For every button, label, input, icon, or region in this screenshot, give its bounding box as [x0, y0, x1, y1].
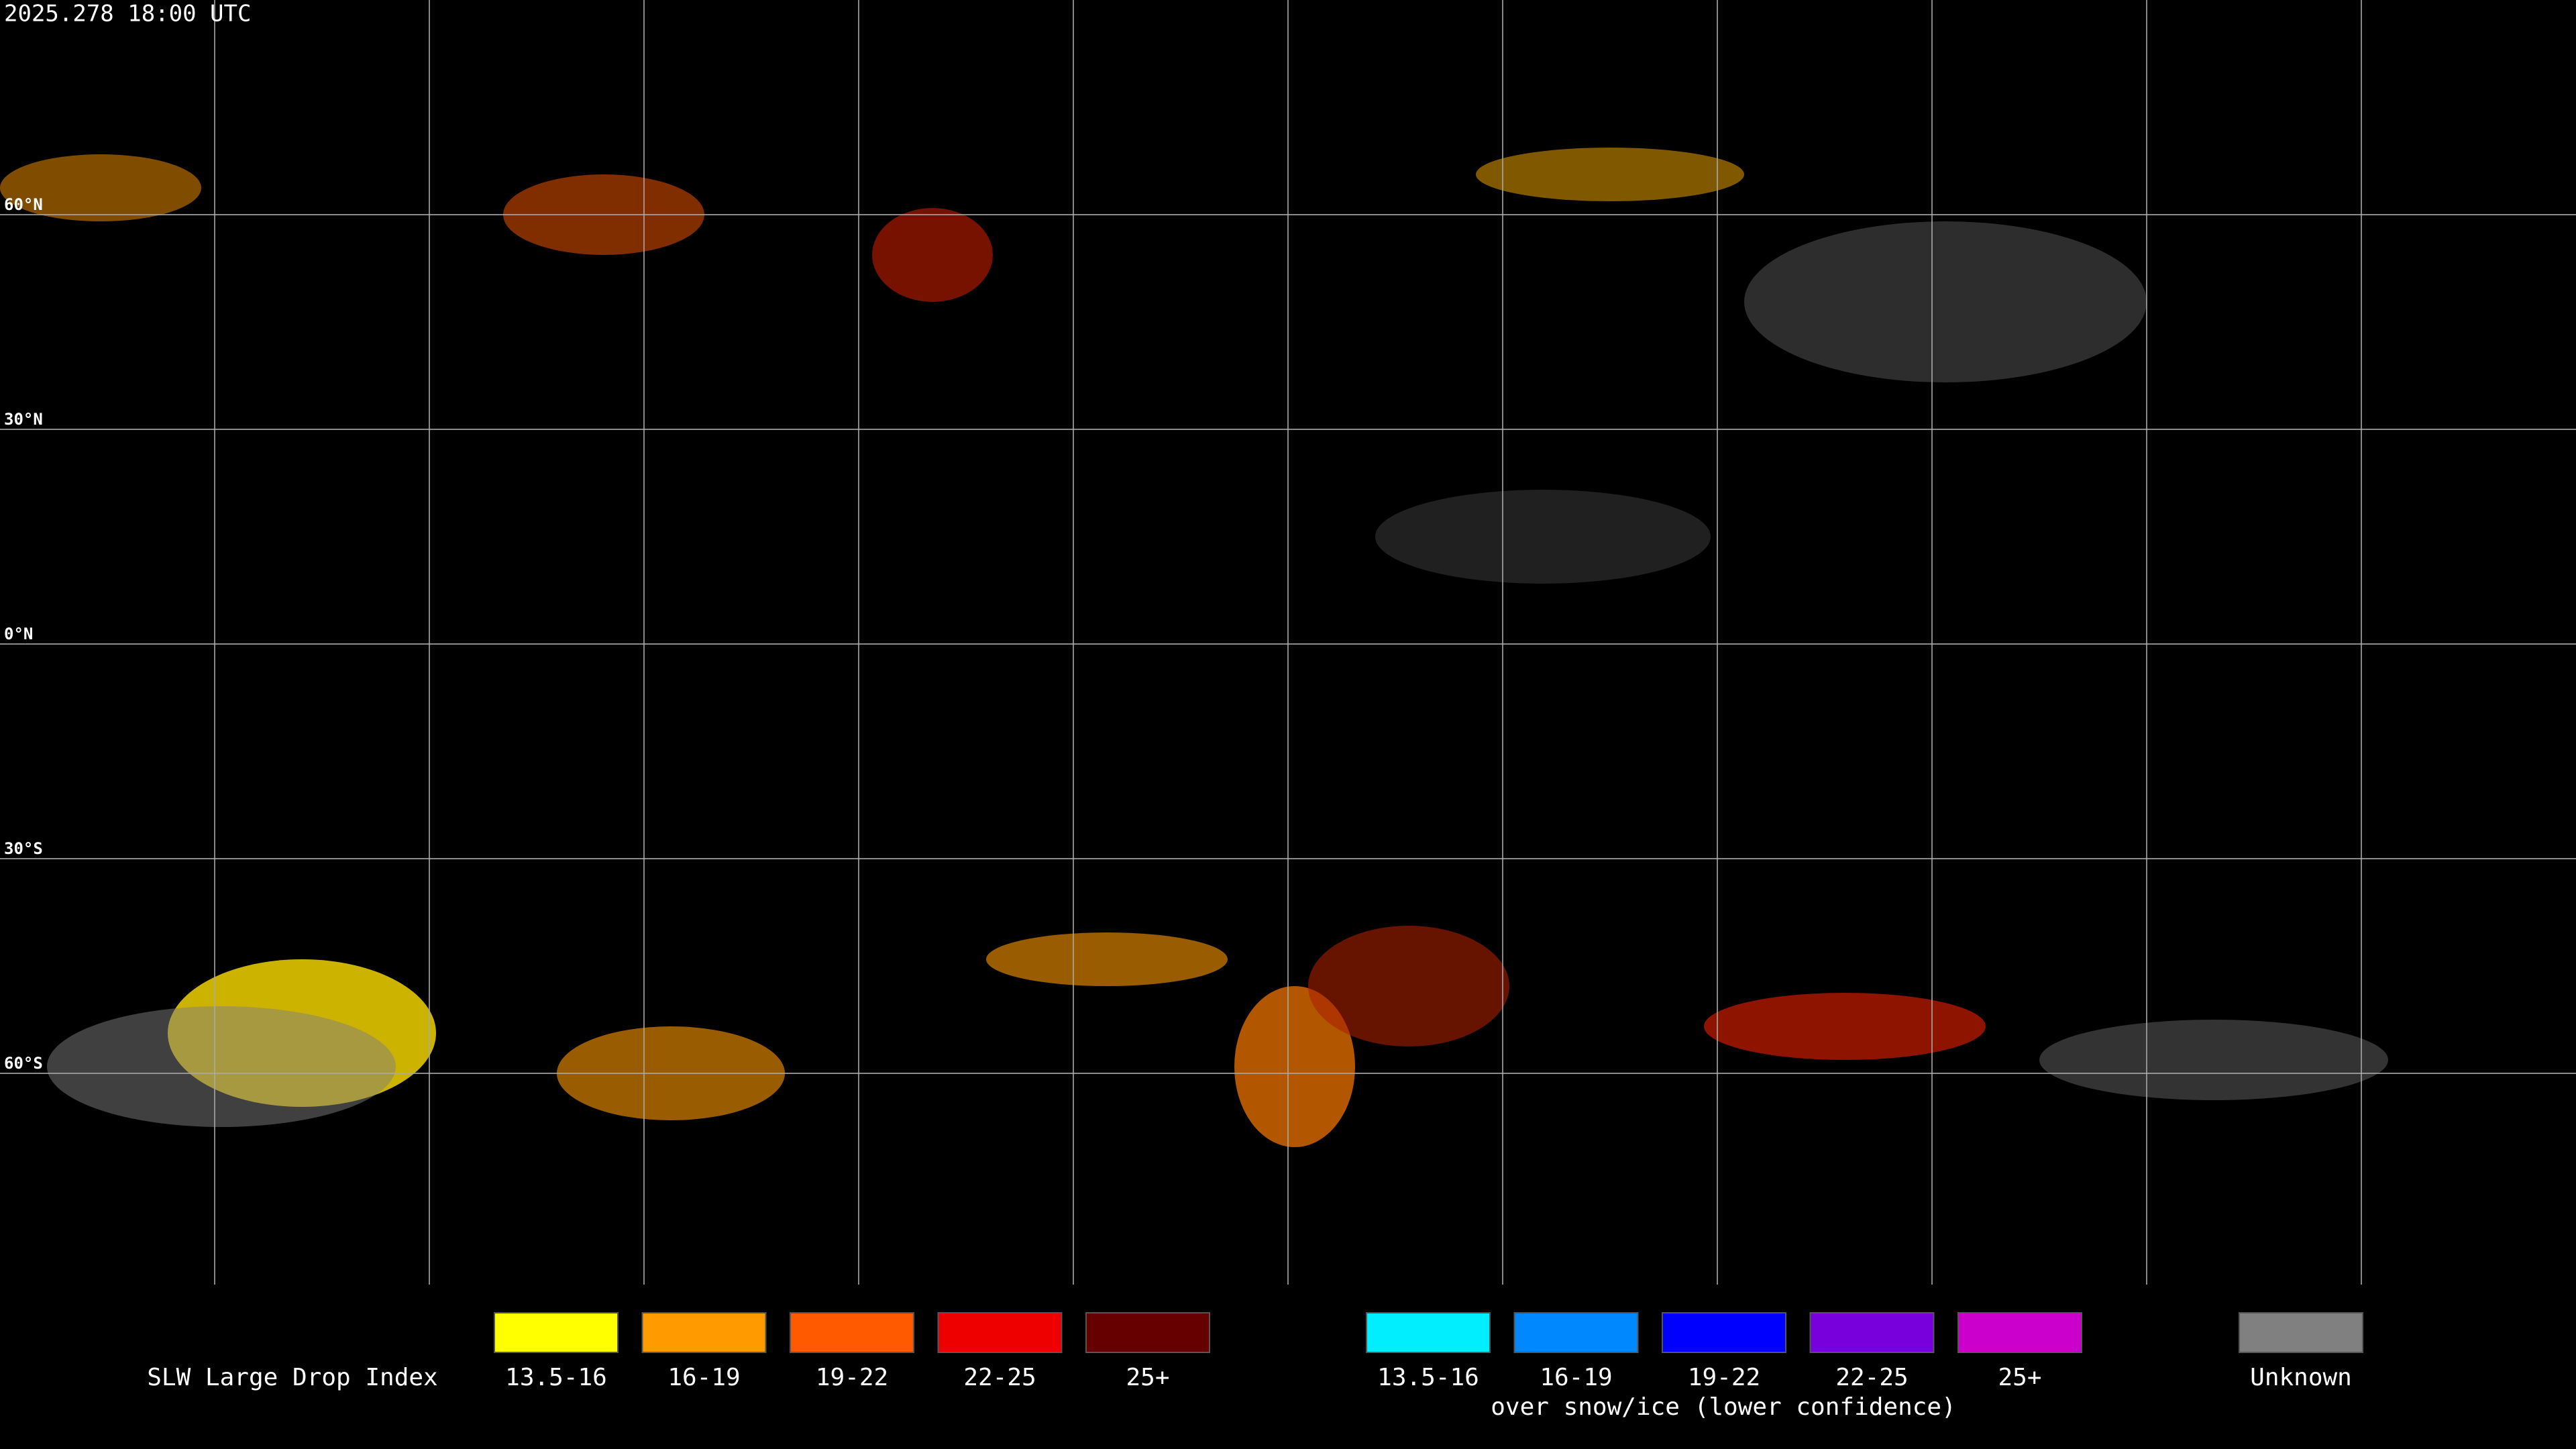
- cloud: [1476, 148, 1744, 201]
- legend-label: 19-22: [816, 1364, 888, 1391]
- cloud-field: [0, 148, 2388, 1147]
- legend-swatch: [1366, 1312, 1491, 1353]
- legend-label: 25+: [1998, 1364, 2041, 1391]
- legend-label: 16-19: [667, 1364, 740, 1391]
- legend-swatch: [790, 1312, 914, 1353]
- cloud: [2039, 1020, 2388, 1100]
- legend-label: 13.5-16: [1377, 1364, 1479, 1391]
- legend-swatch: [1662, 1312, 1786, 1353]
- legend-swatch: [1085, 1312, 1210, 1353]
- legend: 13.5-16 16-19 19-22 22-25 25+ 13.5-16 16-19 19-…: [494, 1312, 2363, 1391]
- cloud: [47, 1006, 396, 1127]
- cloud: [1234, 986, 1355, 1147]
- legend-label: 25+: [1126, 1364, 1169, 1391]
- cloud: [1704, 993, 1986, 1060]
- timestamp: 2025.278 18:00 UTC: [4, 1, 251, 28]
- legend-title: SLW Large Drop Index: [147, 1364, 437, 1391]
- legend-label: 19-22: [1688, 1364, 1760, 1391]
- legend-label: 16-19: [1540, 1364, 1612, 1391]
- legend-panel: [0, 1288, 2576, 1449]
- legend-swatch: [1957, 1312, 2082, 1353]
- graticule: 60°N 30°N 0°N 30°S 60°S: [0, 0, 2576, 1285]
- legend-swatch: [494, 1312, 619, 1353]
- legend-swatch: [1513, 1312, 1639, 1353]
- legend-note: over snow/ice (lower confidence): [1491, 1393, 1956, 1421]
- legend-swatch: [1809, 1312, 1935, 1353]
- cloud: [1744, 221, 2147, 382]
- cloud: [872, 208, 993, 302]
- legend-swatch: [2239, 1312, 2363, 1353]
- latitude-label: 30°S: [4, 839, 43, 858]
- cloud: [0, 154, 201, 221]
- latitude-label: 30°N: [4, 410, 43, 429]
- legend-label: 22-25: [963, 1364, 1036, 1391]
- legend-label: 22-25: [1835, 1364, 1908, 1391]
- legend-label: 13.5-16: [505, 1364, 607, 1391]
- cloud: [1308, 926, 1509, 1046]
- legend-swatch: [937, 1312, 1063, 1353]
- cloud: [1375, 490, 1711, 584]
- cloud: [986, 932, 1228, 986]
- latitude-label: 60°N: [4, 195, 43, 214]
- legend-swatch: [641, 1312, 767, 1353]
- latitude-label: 60°S: [4, 1054, 43, 1073]
- latitude-label: 0°N: [4, 625, 33, 643]
- legend-label: Unknown: [2250, 1364, 2352, 1391]
